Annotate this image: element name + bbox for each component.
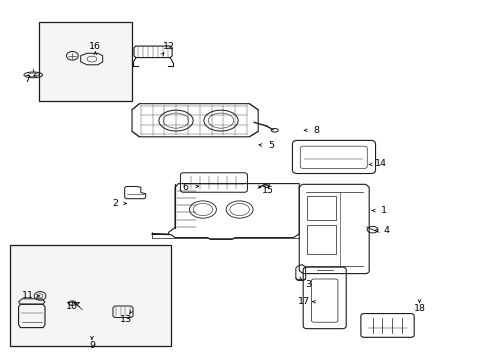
Bar: [10, 245, 171, 346]
Text: 15: 15: [262, 186, 273, 194]
Text: 13: 13: [120, 315, 132, 324]
Bar: [306, 196, 336, 220]
Text: 18: 18: [413, 305, 425, 313]
Bar: [306, 225, 336, 254]
Text: 14: 14: [374, 159, 386, 168]
Text: 5: 5: [268, 141, 274, 150]
Text: 9: 9: [89, 341, 95, 350]
Text: 3: 3: [305, 280, 310, 289]
Text: 11: 11: [22, 292, 34, 300]
Text: 7: 7: [24, 76, 30, 85]
Text: 17: 17: [298, 297, 309, 306]
Text: 12: 12: [163, 42, 174, 51]
Text: 16: 16: [89, 41, 101, 50]
Text: 10: 10: [66, 302, 78, 311]
Text: 4: 4: [383, 226, 388, 235]
Text: 1: 1: [380, 206, 386, 215]
Text: 2: 2: [112, 199, 118, 208]
Text: 8: 8: [313, 126, 319, 135]
Text: 6: 6: [183, 183, 188, 192]
Bar: [39, 22, 132, 101]
